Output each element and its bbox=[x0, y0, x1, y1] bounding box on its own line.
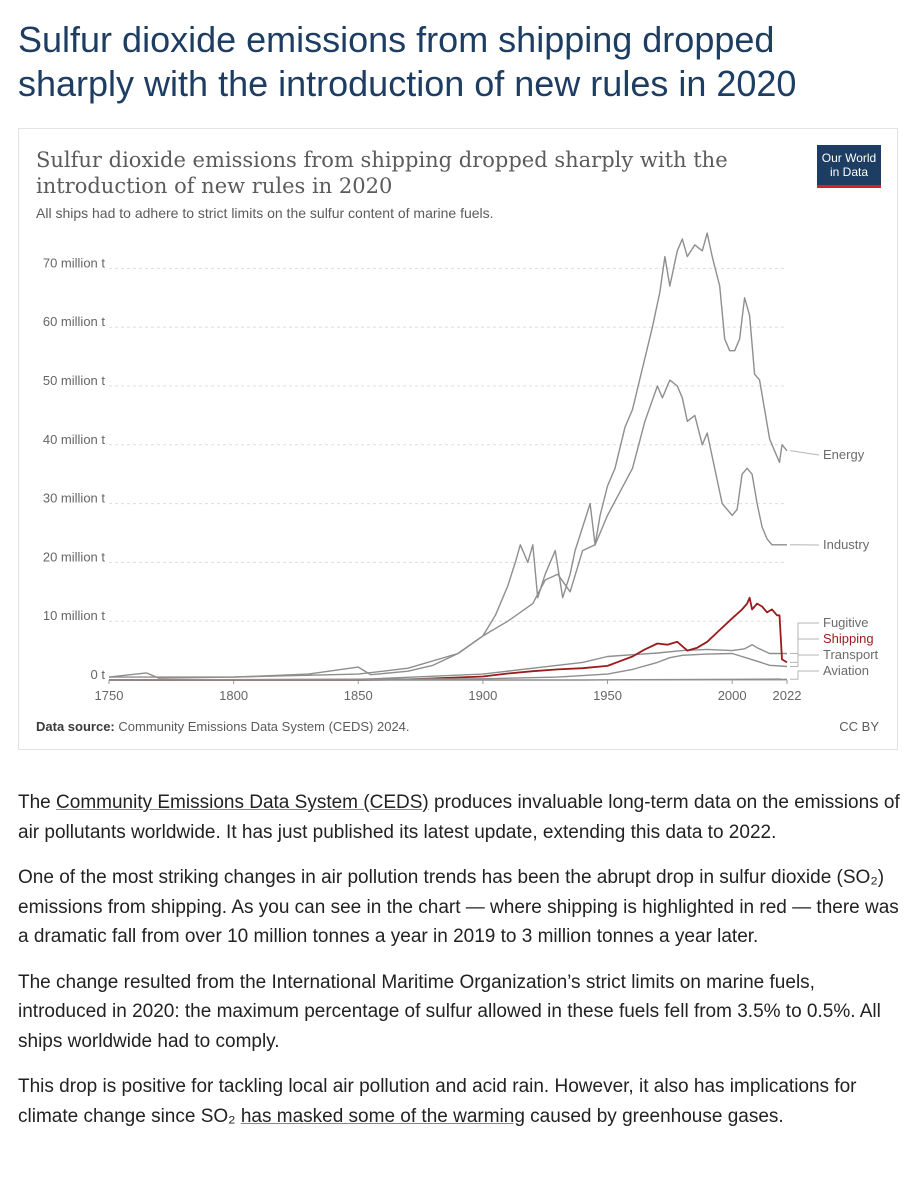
data-source: Data source: Community Emissions Data Sy… bbox=[36, 719, 410, 734]
x-tick-label: 2000 bbox=[718, 688, 747, 703]
line-chart: 0 t 10 million t 20 million t 30 million t 4… bbox=[43, 232, 879, 703]
paragraph-4: This drop is positive for tackling local… bbox=[18, 1076, 857, 1127]
leader-line bbox=[789, 450, 820, 456]
series-line-energy[interactable] bbox=[108, 232, 788, 679]
x-tick-label: 1750 bbox=[95, 688, 124, 703]
series-line-shipping[interactable] bbox=[109, 596, 788, 681]
chart-title: Sulfur dioxide emissions from shipping d… bbox=[36, 148, 728, 198]
series-line-fugitive[interactable] bbox=[108, 644, 787, 681]
chart-card: 0 t 10 million t 20 million t 30 million t 4… bbox=[18, 128, 898, 750]
leader-line bbox=[790, 670, 819, 680]
page-title: Sulfur dioxide emissions from shipping d… bbox=[18, 19, 797, 104]
x-tick-label: 1900 bbox=[468, 688, 497, 703]
leader-line bbox=[790, 654, 819, 667]
data-source-text: Community Emissions Data System (CEDS) 2… bbox=[118, 719, 410, 734]
owid-logo[interactable]: Our World in Data bbox=[817, 145, 881, 188]
chart-subtitle: All ships had to adhere to strict limits… bbox=[36, 205, 494, 221]
data-source-label: Data source: bbox=[36, 719, 115, 734]
article-body: The Community Emissions Data System (CED… bbox=[18, 788, 903, 1147]
license-label[interactable]: CC BY bbox=[839, 719, 879, 734]
series-line-transport[interactable] bbox=[108, 652, 788, 681]
series-line-aviation[interactable] bbox=[109, 678, 788, 681]
x-tick-label: 1950 bbox=[593, 688, 622, 703]
series-line-industry[interactable] bbox=[109, 379, 787, 678]
y-tick-label: 0 t bbox=[91, 667, 106, 682]
paragraph-1: The Community Emissions Data System (CED… bbox=[18, 792, 900, 843]
y-tick-label: 30 million t bbox=[43, 491, 106, 506]
paragraph-3: The change resulted from the Internation… bbox=[18, 971, 881, 1052]
legend-label-aviation[interactable]: Aviation bbox=[823, 663, 869, 678]
x-tick-label: 1850 bbox=[344, 688, 373, 703]
legend-label-shipping[interactable]: Shipping bbox=[823, 631, 874, 646]
leader-line bbox=[790, 622, 819, 655]
masked-warming-link[interactable]: has masked some of the warming bbox=[240, 1105, 525, 1127]
ceds-link[interactable]: Community Emissions Data System (CEDS) bbox=[56, 792, 429, 813]
y-tick-label: 50 million t bbox=[43, 373, 106, 388]
y-tick-label: 40 million t bbox=[43, 432, 106, 447]
paragraph-2: One of the most striking changes in air … bbox=[18, 867, 899, 947]
y-tick-label: 20 million t bbox=[43, 549, 106, 564]
x-tick-label: 1800 bbox=[219, 688, 248, 703]
y-tick-label: 60 million t bbox=[43, 314, 106, 329]
legend-label-transport[interactable]: Transport bbox=[823, 647, 879, 662]
legend-label-industry[interactable]: Industry bbox=[823, 537, 870, 552]
legend-label-energy[interactable]: Energy bbox=[823, 447, 865, 462]
legend-label-fugitive[interactable]: Fugitive bbox=[823, 615, 869, 630]
leader-line bbox=[790, 638, 819, 663]
y-tick-label: 10 million t bbox=[43, 608, 106, 623]
y-tick-label: 70 million t bbox=[43, 255, 106, 270]
x-tick-label: 2022 bbox=[773, 688, 802, 703]
